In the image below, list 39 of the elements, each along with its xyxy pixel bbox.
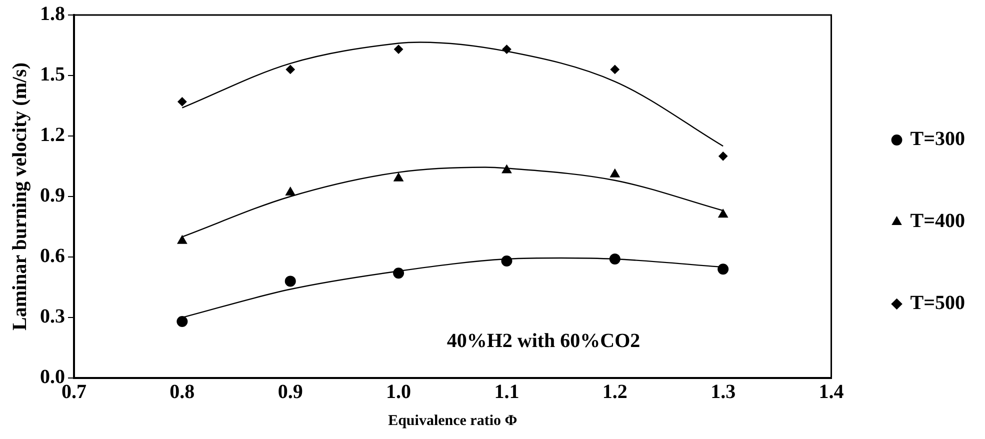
y-tick-label: 0.3 <box>40 306 65 328</box>
x-tick-label: 1.4 <box>818 381 844 404</box>
y-tick-label: 0.9 <box>40 184 65 207</box>
point <box>718 264 729 275</box>
x-tick-label: 1.0 <box>386 381 412 404</box>
y-tick-label: 1.5 <box>40 64 65 86</box>
point <box>286 186 296 196</box>
annotation: 40%H2 with 60%CO2 <box>446 330 640 352</box>
x-tick-label: 0.7 <box>62 381 86 404</box>
x-axis-title: Equivalence ratio Φ <box>388 412 518 429</box>
y-tick-label: 1.2 <box>40 124 65 146</box>
x-tick-label: 0.9 <box>278 381 303 404</box>
x-tick-label: 1.3 <box>710 381 736 404</box>
point <box>177 235 188 244</box>
point <box>718 209 728 218</box>
line-series <box>182 42 724 147</box>
point <box>394 44 404 54</box>
y-tick-label: 0.6 <box>40 245 65 268</box>
point <box>502 44 512 54</box>
point <box>610 168 620 178</box>
point <box>176 316 188 328</box>
point <box>501 256 512 267</box>
x-tick-label: 1.2 <box>602 381 628 404</box>
y-tick-label: 1.8 <box>40 3 65 26</box>
point <box>284 276 296 287</box>
point <box>394 172 404 182</box>
legend-label: T=300 <box>910 128 966 150</box>
point <box>178 97 187 106</box>
point <box>610 64 620 74</box>
point <box>393 268 404 279</box>
legend-label: T=500 <box>910 292 966 314</box>
point <box>718 152 728 161</box>
point <box>609 254 620 265</box>
legend-label: T=400 <box>910 210 966 232</box>
y-axis-title: Laminar burning velocity (m/s) <box>9 62 32 330</box>
point <box>502 164 512 174</box>
x-tick-label: 1.1 <box>494 381 520 404</box>
x-tick-label: 0.8 <box>170 381 195 404</box>
point <box>286 64 295 74</box>
